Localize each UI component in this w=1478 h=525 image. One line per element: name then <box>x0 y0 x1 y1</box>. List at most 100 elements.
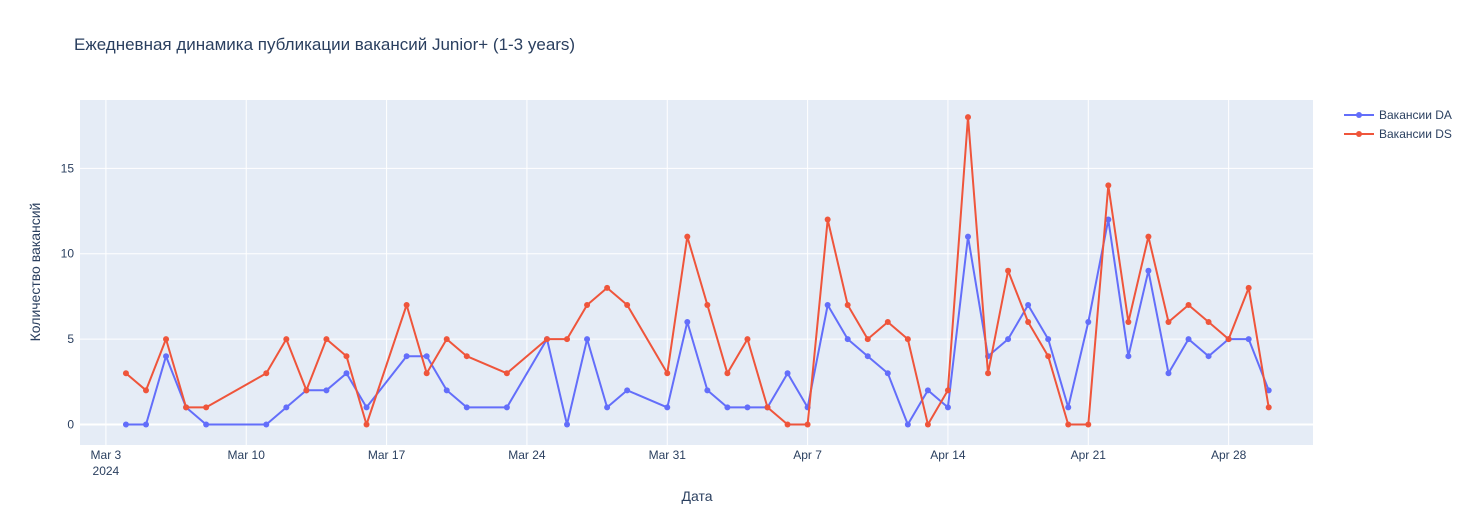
data-point[interactable] <box>964 233 971 240</box>
data-point[interactable] <box>303 387 310 394</box>
data-point[interactable] <box>1245 284 1252 291</box>
data-point[interactable] <box>543 336 550 343</box>
data-point[interactable] <box>443 336 450 343</box>
data-point[interactable] <box>824 301 831 308</box>
data-point[interactable] <box>624 387 631 394</box>
data-point[interactable] <box>744 404 751 411</box>
data-point[interactable] <box>704 387 711 394</box>
data-point[interactable] <box>1145 233 1152 240</box>
legend-item[interactable]: Вакансии DA <box>1344 108 1452 122</box>
data-point[interactable] <box>1025 301 1032 308</box>
legend-item[interactable]: Вакансии DS <box>1344 127 1452 141</box>
data-point[interactable] <box>343 353 350 360</box>
data-point[interactable] <box>844 301 851 308</box>
data-point[interactable] <box>163 353 170 360</box>
data-point[interactable] <box>784 421 791 428</box>
data-point[interactable] <box>263 370 270 377</box>
data-point[interactable] <box>163 336 170 343</box>
data-point[interactable] <box>784 370 791 377</box>
data-point[interactable] <box>503 404 510 411</box>
data-point[interactable] <box>122 370 129 377</box>
data-point[interactable] <box>1065 404 1072 411</box>
data-point[interactable] <box>904 336 911 343</box>
data-point[interactable] <box>1005 267 1012 274</box>
data-point[interactable] <box>584 336 591 343</box>
data-point[interactable] <box>944 387 951 394</box>
data-point[interactable] <box>1105 216 1112 223</box>
data-point[interactable] <box>844 336 851 343</box>
data-point[interactable] <box>1025 319 1032 326</box>
data-point[interactable] <box>1145 267 1152 274</box>
data-point[interactable] <box>142 387 149 394</box>
data-point[interactable] <box>1265 387 1272 394</box>
data-point[interactable] <box>604 404 611 411</box>
data-point[interactable] <box>924 421 931 428</box>
data-point[interactable] <box>884 370 891 377</box>
data-point[interactable] <box>323 387 330 394</box>
data-point[interactable] <box>764 404 771 411</box>
data-point[interactable] <box>403 353 410 360</box>
data-point[interactable] <box>964 114 971 121</box>
data-point[interactable] <box>1205 353 1212 360</box>
data-point[interactable] <box>904 421 911 428</box>
data-point[interactable] <box>363 404 370 411</box>
data-point[interactable] <box>1225 336 1232 343</box>
data-point[interactable] <box>323 336 330 343</box>
data-point[interactable] <box>1085 319 1092 326</box>
data-point[interactable] <box>343 370 350 377</box>
data-point[interactable] <box>1125 353 1132 360</box>
data-point[interactable] <box>142 421 149 428</box>
data-point[interactable] <box>724 404 731 411</box>
data-point[interactable] <box>1045 336 1052 343</box>
legend[interactable]: Вакансии DA Вакансии DS <box>1344 108 1452 141</box>
data-point[interactable] <box>1105 182 1112 189</box>
data-point[interactable] <box>1185 301 1192 308</box>
data-point[interactable] <box>664 370 671 377</box>
data-point[interactable] <box>283 336 290 343</box>
data-point[interactable] <box>744 336 751 343</box>
data-point[interactable] <box>363 421 370 428</box>
data-point[interactable] <box>122 421 129 428</box>
data-point[interactable] <box>463 404 470 411</box>
data-point[interactable] <box>864 353 871 360</box>
data-point[interactable] <box>704 301 711 308</box>
data-point[interactable] <box>203 404 210 411</box>
data-point[interactable] <box>1205 319 1212 326</box>
data-point[interactable] <box>664 404 671 411</box>
data-point[interactable] <box>824 216 831 223</box>
data-point[interactable] <box>684 233 691 240</box>
data-point[interactable] <box>1185 336 1192 343</box>
data-point[interactable] <box>584 301 591 308</box>
data-point[interactable] <box>423 353 430 360</box>
data-point[interactable] <box>1245 336 1252 343</box>
data-point[interactable] <box>463 353 470 360</box>
data-point[interactable] <box>1165 319 1172 326</box>
data-point[interactable] <box>1065 421 1072 428</box>
data-point[interactable] <box>884 319 891 326</box>
data-point[interactable] <box>564 336 571 343</box>
data-point[interactable] <box>564 421 571 428</box>
data-point[interactable] <box>283 404 290 411</box>
data-point[interactable] <box>403 301 410 308</box>
data-point[interactable] <box>423 370 430 377</box>
data-point[interactable] <box>263 421 270 428</box>
data-point[interactable] <box>944 404 951 411</box>
data-point[interactable] <box>684 319 691 326</box>
data-point[interactable] <box>203 421 210 428</box>
data-point[interactable] <box>624 301 631 308</box>
data-point[interactable] <box>1165 370 1172 377</box>
data-point[interactable] <box>1085 421 1092 428</box>
data-point[interactable] <box>183 404 190 411</box>
data-point[interactable] <box>503 370 510 377</box>
data-point[interactable] <box>864 336 871 343</box>
data-point[interactable] <box>1265 404 1272 411</box>
data-point[interactable] <box>1045 353 1052 360</box>
data-point[interactable] <box>724 370 731 377</box>
data-point[interactable] <box>1005 336 1012 343</box>
data-point[interactable] <box>604 284 611 291</box>
data-point[interactable] <box>924 387 931 394</box>
data-point[interactable] <box>985 370 992 377</box>
data-point[interactable] <box>1125 319 1132 326</box>
data-point[interactable] <box>804 421 811 428</box>
data-point[interactable] <box>443 387 450 394</box>
